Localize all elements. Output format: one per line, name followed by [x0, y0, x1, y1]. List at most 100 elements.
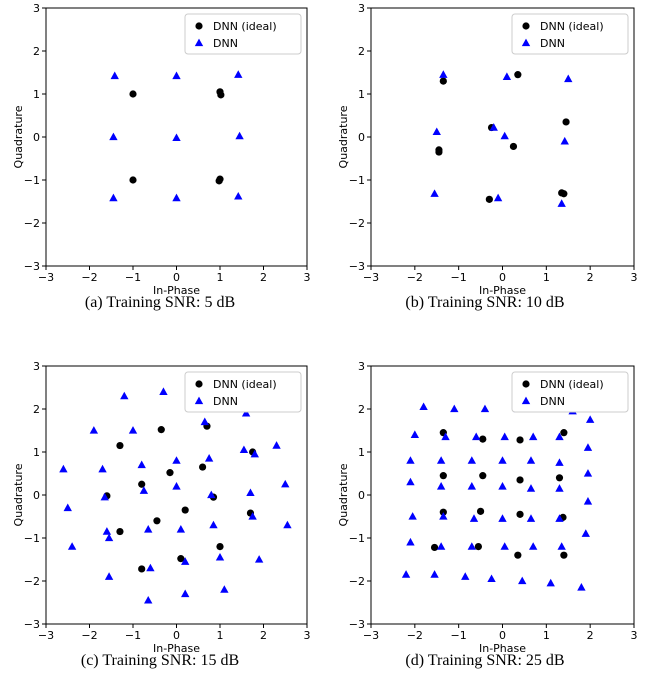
point-dnn [110, 71, 119, 80]
point-dnn [89, 426, 99, 434]
point-dnn-ideal [479, 435, 487, 443]
point-dnn [546, 578, 555, 587]
point-dnn [246, 488, 255, 497]
point-dnn [461, 572, 470, 580]
point-dnn [408, 512, 417, 520]
x-tick-label: 2 [587, 271, 594, 284]
x-tick-label: −2 [407, 629, 423, 642]
point-dnn [248, 512, 257, 520]
point-dnn-ideal [116, 441, 124, 450]
point-dnn-ideal [560, 551, 568, 559]
y-tick-label: −2 [24, 575, 40, 588]
figure-caption: (a) Training SNR: 5 dB [84, 294, 236, 311]
point-dnn [555, 514, 564, 522]
legend-marker-dnn [194, 396, 204, 405]
y-tick-label: −1 [349, 532, 365, 545]
point-dnn [406, 477, 415, 486]
legend-label-dnn-ideal: DNN (ideal) [540, 20, 604, 33]
point-dnn [498, 456, 507, 464]
point-dnn [234, 191, 243, 200]
point-dnn [144, 525, 153, 533]
point-dnn [585, 415, 595, 423]
point-dnn [439, 512, 448, 520]
y-tick-label: 3 [33, 2, 40, 15]
point-dnn [109, 132, 118, 141]
point-dnn [467, 482, 476, 490]
point-dnn [120, 391, 129, 400]
point-dnn [172, 456, 181, 464]
y-tick-label: 2 [358, 403, 365, 416]
figure-caption: (c) Training SNR: 15 dB [80, 652, 240, 669]
point-dnn-ideal [516, 436, 524, 444]
point-dnn [128, 426, 138, 434]
point-dnn [172, 482, 181, 490]
x-tick-label: −2 [81, 629, 97, 642]
legend-marker-dnn [521, 396, 531, 405]
legend: DNN (ideal) DNN [184, 371, 302, 413]
y-tick-label: −2 [24, 217, 40, 230]
point-dnn-ideal [215, 177, 223, 185]
point-dnn-ideal [199, 463, 207, 471]
y-tick-label: 2 [358, 45, 365, 58]
y-axis-label: Quadrature [337, 105, 350, 168]
point-dnn [98, 464, 107, 473]
y-tick-label: −2 [349, 217, 365, 230]
point-dnn [557, 199, 566, 207]
y-tick-label: −3 [349, 618, 365, 631]
point-dnn [430, 570, 439, 578]
legend-marker-dnn-ideal [522, 22, 530, 30]
x-tick-label: −3 [363, 271, 379, 284]
point-dnn-ideal [476, 507, 485, 515]
point-dnn [254, 555, 264, 563]
legend: DNN (ideal) DNN [511, 371, 629, 413]
point-dnn [529, 432, 538, 441]
point-dnn [102, 527, 112, 535]
x-axis-label: In-Phase [153, 284, 200, 297]
point-dnn [137, 460, 146, 469]
point-dnn [555, 432, 564, 441]
y-tick-label: 2 [33, 403, 40, 416]
y-tick-label: −3 [24, 618, 40, 631]
x-tick-label: 0 [499, 271, 506, 284]
point-dnn-ideal [516, 510, 524, 518]
legend-marker-dnn [194, 38, 204, 47]
point-dnn [430, 189, 439, 197]
point-dnn [104, 533, 114, 542]
y-tick-label: 1 [33, 446, 40, 459]
point-dnn-ideal [138, 480, 146, 488]
point-dnn [526, 484, 536, 492]
legend: DNN (ideal) DNN [184, 13, 302, 55]
figure-caption: (b) Training SNR: 10 dB [405, 294, 565, 311]
point-dnn-ideal [435, 148, 443, 156]
point-dnn [401, 570, 411, 578]
point-dnn [500, 131, 509, 140]
chart-panel: −3−3 −2 −2 −1 −1 0 0 1 1 2 2 3 3 In-Phase Quadrature DN… [12, 2, 311, 297]
x-tick-label: 0 [173, 629, 180, 642]
point-dnn [234, 70, 243, 78]
point-dnn-ideal [560, 429, 568, 437]
point-dnn-ideal [514, 551, 522, 559]
point-dnn [500, 542, 509, 550]
legend-marker-dnn [521, 38, 531, 47]
point-dnn-ideal [153, 517, 161, 525]
point-dnn [172, 71, 181, 80]
legend-marker-dnn-ideal [195, 380, 203, 388]
x-axis-label: In-Phase [153, 642, 200, 655]
chart-panel: −3−3 −2 −2 −1 −1 0 0 1 1 2 2 3 3 In-Phase Quadrature DN… [337, 360, 638, 655]
chart-panel: −3−3 −2 −2 −1 −1 0 0 1 1 2 2 3 3 In-Phase Quadrature DN… [12, 360, 311, 655]
point-dnn [250, 449, 259, 458]
point-dnn [104, 572, 114, 580]
point-dnn [220, 585, 229, 593]
point-dnn [283, 520, 292, 529]
point-dnn-ideal [181, 506, 189, 514]
point-dnn-ideal [157, 426, 165, 434]
y-tick-label: 1 [33, 88, 40, 101]
point-dnn [493, 193, 503, 202]
legend-label-dnn-ideal: DNN (ideal) [540, 378, 604, 391]
point-dnn-ideal [217, 91, 225, 99]
legend: DNN (ideal) DNN [511, 13, 629, 55]
point-dnn [529, 542, 538, 550]
point-dnn-ideal [129, 176, 137, 184]
x-tick-label: 0 [499, 629, 506, 642]
